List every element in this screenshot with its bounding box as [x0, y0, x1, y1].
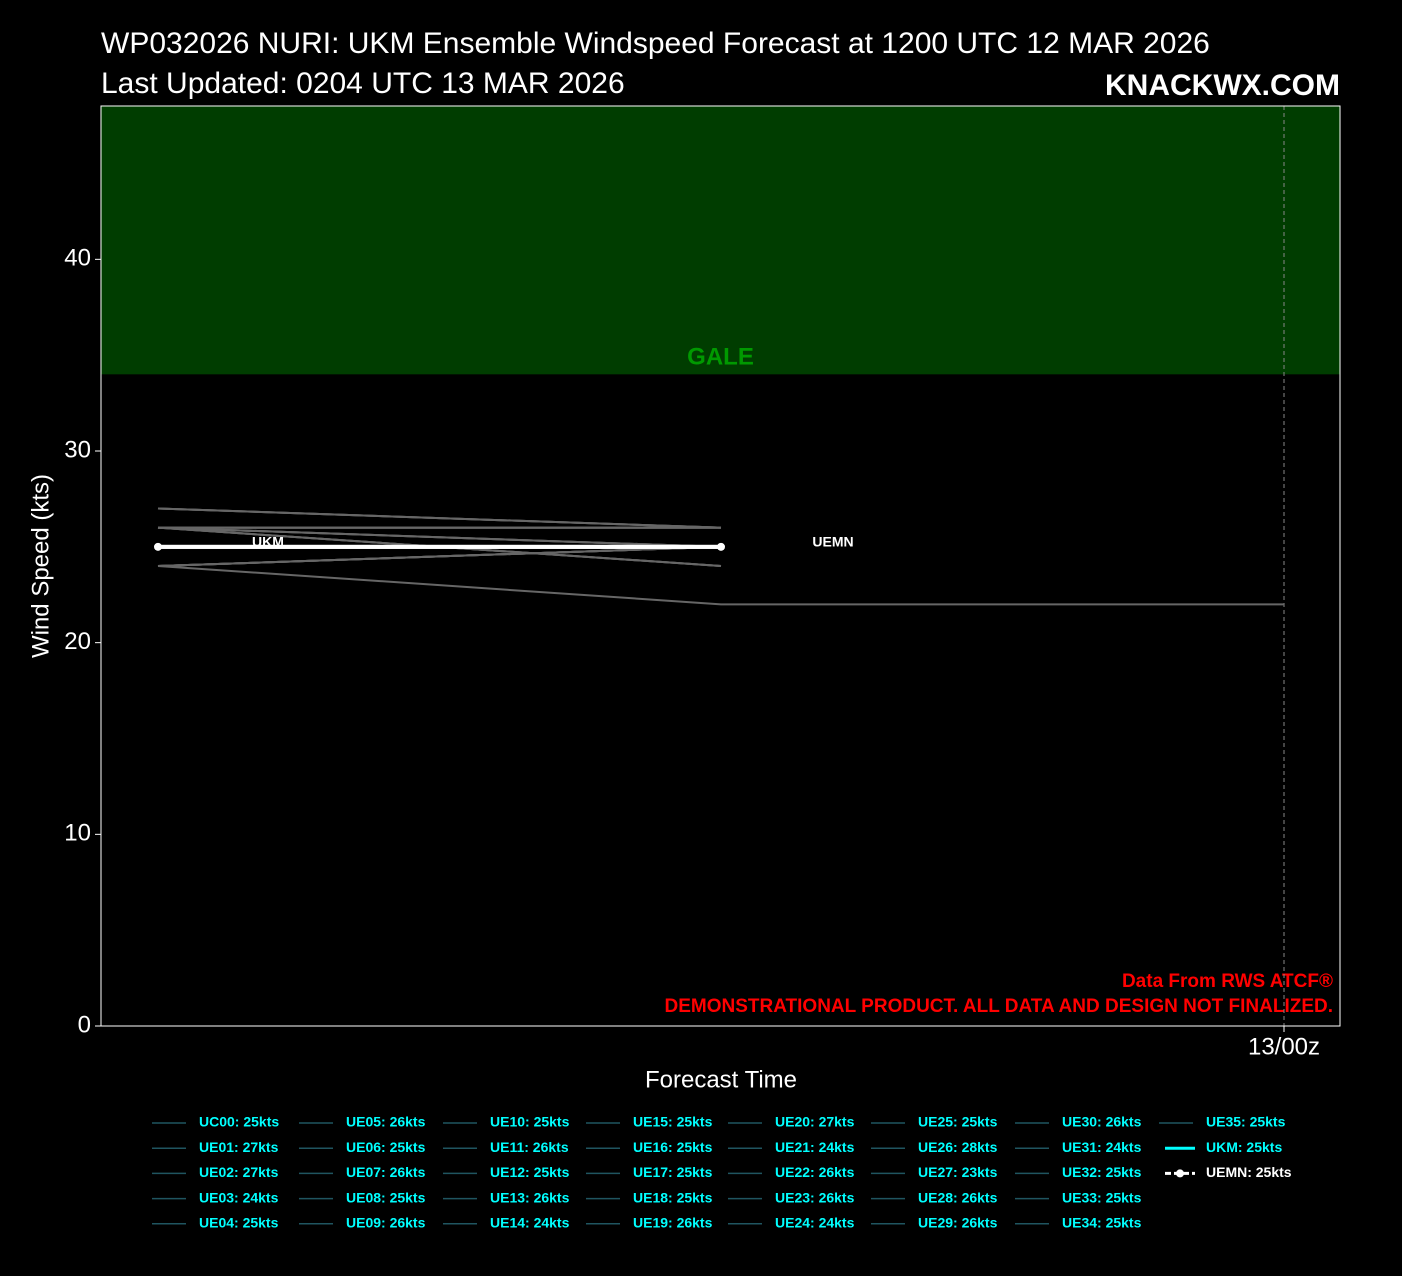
legend-label: UE04: 25kts — [199, 1215, 279, 1231]
legend-label: UE15: 25kts — [633, 1114, 713, 1130]
annotation: DEMONSTRATIONAL PRODUCT. ALL DATA AND DE… — [665, 996, 1334, 1017]
x-tick-label: 13/00z — [1248, 1033, 1320, 1060]
legend-label: UE03: 24kts — [199, 1189, 279, 1205]
legend-label: UE25: 25kts — [918, 1114, 998, 1130]
y-tick-label: 10 — [64, 820, 91, 847]
threshold-band — [101, 106, 1340, 375]
band-label: GALE — [687, 344, 754, 371]
legend-label: UE34: 25kts — [1062, 1215, 1142, 1231]
series-marker — [154, 542, 162, 551]
series-line — [157, 526, 722, 548]
plot-frame — [100, 105, 1341, 1027]
series-line — [157, 565, 1284, 606]
legend-label: UE18: 25kts — [633, 1189, 713, 1205]
legend-label: UE07: 26kts — [346, 1164, 426, 1180]
watermark: KNACKWX.COM — [1105, 69, 1340, 102]
legend-label: UE10: 25kts — [490, 1114, 570, 1130]
legend-marker — [1176, 1169, 1184, 1178]
legend-label: UE12: 25kts — [490, 1164, 570, 1180]
legend-label: UE19: 26kts — [633, 1215, 713, 1231]
legend-label: UE24: 24kts — [775, 1215, 855, 1231]
legend-label: UE32: 25kts — [1062, 1164, 1142, 1180]
chart-title: WP032026 NURI: UKM Ensemble Windspeed Fo… — [101, 27, 1210, 60]
legend-label: UE16: 25kts — [633, 1139, 713, 1155]
y-tick-label: 0 — [78, 1011, 91, 1038]
legend-label: UE09: 26kts — [346, 1215, 426, 1231]
legend-label: UE30: 26kts — [1062, 1114, 1142, 1130]
legend-label: UE20: 27kts — [775, 1114, 855, 1130]
legend-label: UE21: 24kts — [775, 1139, 855, 1155]
series-line — [157, 507, 722, 529]
legend-label: UE31: 24kts — [1062, 1139, 1142, 1155]
legend-label: UKM: 25kts — [1206, 1139, 1282, 1155]
legend-label: UE17: 25kts — [633, 1164, 713, 1180]
legend-label: UE35: 25kts — [1206, 1114, 1286, 1130]
legend-label: UE23: 26kts — [775, 1189, 855, 1205]
chart-subtitle: Last Updated: 0204 UTC 13 MAR 2026 — [101, 67, 625, 100]
legend-label: UE11: 26kts — [490, 1139, 569, 1155]
legend-label: UE29: 26kts — [918, 1215, 998, 1231]
legend-label: UE27: 23kts — [918, 1164, 998, 1180]
y-tick-label: 40 — [64, 245, 91, 272]
legend-label: UE08: 25kts — [346, 1189, 426, 1205]
series-label: UEMN — [812, 534, 853, 550]
legend-label: UE01: 27kts — [199, 1139, 279, 1155]
legend-label: UE05: 26kts — [346, 1114, 426, 1130]
y-axis-label: Wind Speed (kts) — [27, 474, 54, 658]
annotation: Data From RWS ATCF® — [1122, 971, 1333, 992]
y-tick-label: 20 — [64, 628, 91, 655]
legend-label: UEMN: 25kts — [1206, 1164, 1292, 1180]
legend-label: UE22: 26kts — [775, 1164, 855, 1180]
legend-label: UE33: 25kts — [1062, 1189, 1142, 1205]
legend-label: UE06: 25kts — [346, 1139, 426, 1155]
y-tick-label: 30 — [64, 436, 91, 463]
series-line — [157, 545, 722, 567]
legend-label: UE13: 26kts — [490, 1189, 570, 1205]
legend-label: UC00: 25kts — [199, 1114, 279, 1130]
x-axis-label: Forecast Time — [645, 1066, 797, 1093]
legend-label: UE28: 26kts — [918, 1189, 998, 1205]
legend-label: UE02: 27kts — [199, 1164, 279, 1180]
legend-label: UE14: 24kts — [490, 1215, 570, 1231]
series-marker — [717, 542, 725, 551]
legend-label: UE26: 28kts — [918, 1139, 998, 1155]
